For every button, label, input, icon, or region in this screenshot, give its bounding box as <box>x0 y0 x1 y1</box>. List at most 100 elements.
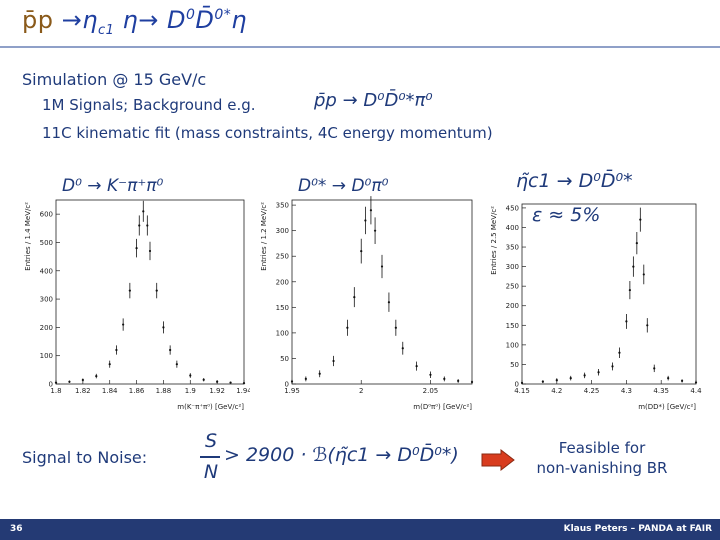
plot3-frame <box>521 203 697 385</box>
plot2-xtick-label: 1.95 <box>284 387 300 395</box>
plot1-data-point <box>68 380 71 383</box>
plot3-ytick-label: 300 <box>506 263 519 271</box>
plot3-data-point <box>520 381 524 384</box>
title-arrow-2: → <box>138 6 159 34</box>
plot1-data-point <box>142 210 145 213</box>
plot3-data-point <box>642 273 645 276</box>
footer-bar <box>0 519 720 540</box>
footer-credit: Klaus Peters – PANDA at FAIR <box>563 524 712 534</box>
plot-etac1-dd: 4.15 4.2 4.25 4.3 4.35 4.4 0 50 100 150 200 250 300 3… <box>490 203 702 411</box>
plot2-data-point <box>401 347 404 350</box>
feasible-line-2: non-vanishing BR <box>536 459 668 477</box>
plot3-xtick-label: 4.25 <box>584 387 600 395</box>
plot3-xtick-label: 4.4 <box>690 387 702 395</box>
simulation-line: Simulation @ 15 GeV/c <box>22 70 207 89</box>
plot1-ytick-label: 0 <box>49 381 53 389</box>
title-arrow-1: → <box>61 6 83 34</box>
page-number: 36 <box>10 524 23 534</box>
plot1-data-point <box>54 381 58 384</box>
plot2-data-point <box>470 380 474 384</box>
plot3-xtick-label: 4.3 <box>621 387 632 395</box>
plot2-data-point <box>387 301 391 304</box>
plot2-ytick-label: 50 <box>280 355 289 363</box>
plot3-data-point <box>653 367 656 370</box>
plot2-ytick-label: 0 <box>285 381 289 389</box>
plot3-ytick-label: 400 <box>506 224 519 232</box>
plot1-ytick-label: 300 <box>40 296 53 304</box>
plot2-data-point <box>353 296 356 299</box>
plot2-label: D⁰* → D⁰π⁰ <box>298 176 389 196</box>
plot1-data-point <box>108 363 111 366</box>
plot2-ytick-label: 250 <box>276 253 289 261</box>
plot3-data-point <box>541 380 544 383</box>
plot1-data-point <box>216 380 219 383</box>
plot1-data-point <box>242 382 246 385</box>
plot2-data-point <box>290 380 294 383</box>
plot3-data-point <box>646 324 649 327</box>
plot1-axes: 1.8 1.82 1.84 1.86 1.88 1.9 1.92 1.94 0 100 200 300… <box>24 199 250 411</box>
plot1-data-point <box>128 289 131 292</box>
plot3-data-point <box>632 265 635 268</box>
plot2-data-point <box>364 219 367 222</box>
plot3-ytick-label: 200 <box>506 302 519 310</box>
plot2-data-point <box>369 209 373 212</box>
efficiency-label: ε ≈ 5% <box>532 204 601 226</box>
plot2-data-point <box>304 377 307 380</box>
background-formula: p̄p → D⁰D̄⁰*π⁰ <box>314 90 433 111</box>
plot3-data-point <box>694 381 698 384</box>
plot1-data-point <box>135 247 138 250</box>
plot1-data-point <box>95 374 98 378</box>
plot3-data-point <box>639 218 642 221</box>
plot2-data-point <box>332 359 335 363</box>
plot3-label: η̃c1 → D⁰D̄⁰* <box>516 170 633 192</box>
plot1-ytick-label: 100 <box>40 352 53 360</box>
plot3-ytick-label: 350 <box>506 244 519 252</box>
plot3-ytick-label: 450 <box>506 204 519 212</box>
plot2-frame <box>291 199 473 385</box>
plot-d0star-d0pi0: 1.95 2 2.05 0 50 100 150 200 250 300 350 m(D⁰π⁰) [G… <box>260 196 474 411</box>
plot2-ytick-label: 350 <box>276 202 289 210</box>
plot1-ytick-label: 600 <box>40 211 53 219</box>
plot1-data-point <box>189 374 192 377</box>
plot2-xtick-label: 2 <box>359 387 363 395</box>
plot1-data-point <box>148 249 152 253</box>
sn-frac-den: N <box>203 461 219 483</box>
plot1-data-point <box>122 323 125 326</box>
plot1-ylabel: Entries / 1.4 MeV/c² <box>24 202 32 271</box>
plot1-xtick-label: 1.82 <box>75 387 91 395</box>
plot3-data-point <box>611 365 614 368</box>
plot3-data-point <box>680 379 684 382</box>
plot2-ytick-label: 300 <box>276 227 289 235</box>
feasible-note: Feasible for non-vanishing BR <box>518 438 686 478</box>
plot1-data-point <box>169 348 172 352</box>
plot2-data-point <box>346 326 349 329</box>
plot3-data-point <box>555 378 558 382</box>
plot3-data-point <box>628 288 631 292</box>
plot1-data-point <box>146 224 149 227</box>
plot3-ytick-label: 0 <box>515 381 519 389</box>
plot3-data-point <box>569 377 572 380</box>
plot3-data-point <box>625 320 628 323</box>
plot2-ylabel: Entries / 1.2 MeV/c² <box>260 202 268 271</box>
title-eta-c1: ηc1 <box>82 6 115 38</box>
plot1-data-point <box>162 326 165 329</box>
plot2-data-point <box>415 365 418 368</box>
plot3-xlabel: m(DD*) [GeV/c²] <box>638 403 696 411</box>
right-arrow-icon <box>481 449 515 471</box>
plot2-data-point <box>394 326 397 329</box>
plot3-data-point <box>667 377 670 380</box>
plot1-data-point <box>175 363 178 366</box>
plot1-data-point <box>81 378 84 382</box>
plot3-axes: 4.15 4.2 4.25 4.3 4.35 4.4 0 50 100 150 200 250 300 3… <box>490 203 702 411</box>
fit-line: 11C kinematic fit (mass constraints, 4C … <box>42 124 493 142</box>
plot1-xtick-label: 1.92 <box>209 387 225 395</box>
plot1-xtick-label: 1.8 <box>50 387 61 395</box>
feasible-line-1: Feasible for <box>558 439 646 457</box>
plot3-data-point <box>635 242 638 245</box>
plot3-ytick-label: 100 <box>506 341 519 349</box>
plot1-label: D⁰ → K⁻π⁺π⁰ <box>62 176 164 196</box>
plot2-data-point <box>443 377 446 380</box>
plot2-xlabel: m(D⁰π⁰) [GeV/c²] <box>413 403 472 411</box>
title-divider <box>0 46 720 48</box>
plot1-xtick-label: 1.88 <box>156 387 172 395</box>
